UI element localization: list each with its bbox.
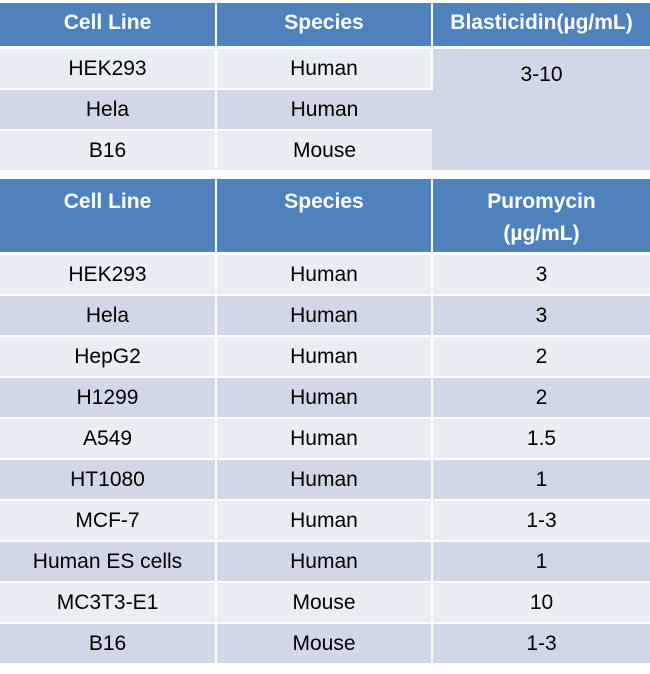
- cell-line: HEK293: [0, 253, 217, 296]
- species: Human: [216, 541, 433, 583]
- species: Human: [216, 89, 432, 131]
- puromycin-concentration: 2: [432, 377, 650, 419]
- species: Human: [216, 336, 433, 378]
- header-puromycin-unit: (µg/mL): [503, 222, 580, 245]
- cell-line: Human ES cells: [0, 541, 217, 583]
- species: Human: [216, 295, 433, 337]
- cell-line: B16: [0, 623, 217, 665]
- puromycin-concentration: 1-3: [432, 500, 650, 542]
- cell-line: MC3T3-E1: [0, 582, 217, 624]
- table-row: B16 Mouse: [0, 130, 650, 172]
- header-puromycin-name: Puromycin: [487, 190, 596, 213]
- table-row: HT1080 Human 1: [0, 459, 650, 501]
- header-cell-line: Cell Line: [0, 179, 217, 255]
- table-row: HEK293 Human 3: [0, 253, 650, 296]
- puromycin-concentration: 3: [432, 295, 650, 337]
- cell-line: B16: [0, 130, 217, 172]
- header-cell-line: Cell Line: [0, 3, 217, 49]
- blasticidin-table: Cell Line Species Blasticidin(µg/mL) HEK…: [0, 3, 650, 172]
- table-row: H1299 Human 2: [0, 377, 650, 419]
- header-row: Cell Line Species Puromycin (µg/mL): [0, 179, 650, 255]
- cell-line: Hela: [0, 295, 217, 337]
- species: Mouse: [216, 582, 433, 624]
- cell-line: A549: [0, 418, 217, 460]
- table-row: MC3T3-E1 Mouse 10: [0, 582, 650, 624]
- cell-line: HEK293: [0, 47, 217, 90]
- species: Human: [216, 500, 433, 542]
- species: Mouse: [216, 623, 433, 665]
- puromycin-concentration: 1.5: [432, 418, 650, 460]
- puromycin-concentration: 1: [432, 541, 650, 583]
- table-row: B16 Mouse 1-3: [0, 623, 650, 665]
- species: Human: [216, 253, 433, 296]
- cell-line: H1299: [0, 377, 217, 419]
- table-row: HEK293 Human 3-10: [0, 47, 650, 172]
- header-puromycin: Puromycin (µg/mL): [432, 179, 650, 255]
- puromycin-concentration: 3: [432, 253, 650, 296]
- header-blasticidin: Blasticidin(µg/mL): [432, 3, 650, 49]
- cell-line: MCF-7: [0, 500, 217, 542]
- puromycin-concentration: 1-3: [432, 623, 650, 665]
- header-row: Cell Line Species Blasticidin(µg/mL): [0, 3, 650, 49]
- species: Human: [216, 459, 433, 501]
- table-row: HepG2 Human 2: [0, 336, 650, 378]
- cell-line: HT1080: [0, 459, 217, 501]
- cell-line: HepG2: [0, 336, 217, 378]
- species: Human: [216, 377, 433, 419]
- table-row: Hela Human: [0, 89, 650, 131]
- species: Human: [216, 47, 433, 90]
- puromycin-concentration: 1: [432, 459, 650, 501]
- table-row: Hela Human 3: [0, 295, 650, 337]
- puromycin-table: Cell Line Species Puromycin (µg/mL) HEK2…: [0, 179, 650, 665]
- table-row: Human ES cells Human 1: [0, 541, 650, 583]
- puromycin-concentration: 2: [432, 336, 650, 378]
- blasticidin-concentration: 3-10: [432, 47, 650, 172]
- table-row: MCF-7 Human 1-3: [0, 500, 650, 542]
- puromycin-concentration: 10: [432, 582, 650, 624]
- species: Mouse: [216, 130, 432, 172]
- header-species: Species: [216, 179, 433, 255]
- cell-line: Hela: [0, 89, 217, 131]
- header-species: Species: [216, 3, 433, 49]
- species: Human: [216, 418, 433, 460]
- table-row: A549 Human 1.5: [0, 418, 650, 460]
